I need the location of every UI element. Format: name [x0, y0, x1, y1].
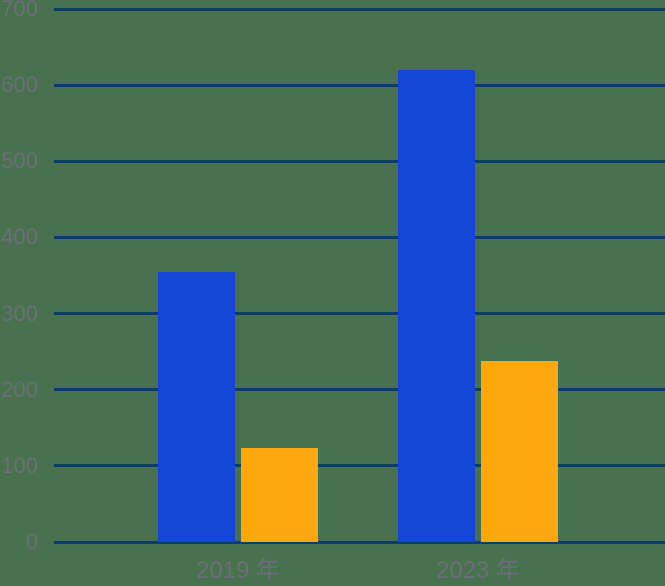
gridline-600: [54, 83, 665, 87]
gridline-100: [54, 464, 665, 468]
gridline-400: [54, 235, 665, 239]
x-tick-label-2023: 2023 年: [435, 557, 521, 584]
y-tick-label-700: 700: [1, 0, 38, 21]
bar-2019-orange: [241, 448, 318, 542]
y-tick-label-300: 300: [1, 300, 38, 326]
y-tick-label-500: 500: [1, 148, 38, 174]
gridline-0: [54, 540, 665, 544]
gridline-200: [54, 388, 665, 392]
y-tick-label-100: 100: [1, 452, 38, 478]
gridline-700: [54, 7, 665, 11]
bar-2023-orange: [481, 360, 558, 542]
y-tick-label-200: 200: [1, 376, 38, 402]
gridline-300: [54, 312, 665, 316]
y-tick-label-0: 0: [25, 529, 38, 554]
bar-2019-blue: [158, 271, 235, 542]
y-tick-label-400: 400: [1, 224, 38, 250]
bar-2023-blue: [398, 69, 475, 542]
y-tick-label-600: 600: [1, 72, 38, 98]
x-tick-label-2019: 2019 年: [195, 557, 281, 584]
gridline-500: [54, 159, 665, 163]
